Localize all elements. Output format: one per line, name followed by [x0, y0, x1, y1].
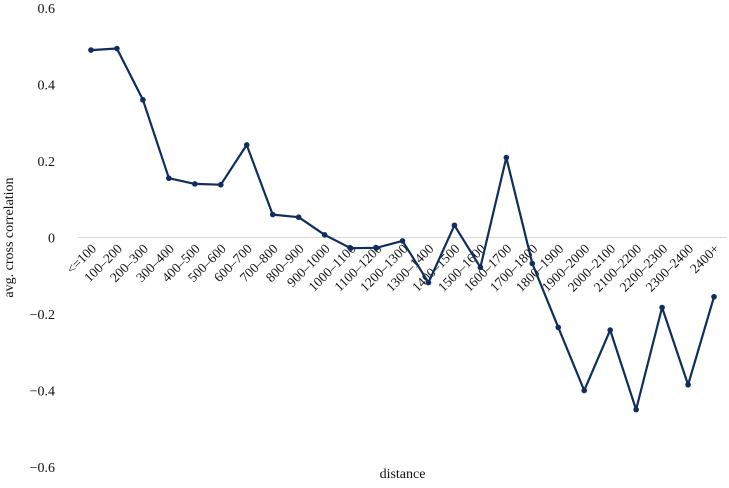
y-axis-ticks: 0.6 0.4 0.2 0 −0.2 −0.4 −0.6: [30, 2, 55, 476]
data-point: [451, 222, 458, 229]
x-tick-label: 2400+: [687, 241, 722, 276]
y-tick-label: 0: [48, 232, 55, 247]
data-point: [269, 211, 276, 218]
data-point: [321, 232, 328, 238]
data-point: [633, 406, 639, 413]
data-point: [88, 47, 94, 53]
y-tick-label: 0.6: [38, 2, 56, 17]
data-point: [373, 245, 380, 251]
x-axis-title: distance: [380, 467, 426, 482]
data-point: [295, 214, 302, 221]
series-points: [88, 45, 717, 413]
x-axis-category-labels: <=100100–200200–300300–400400–500500–600…: [63, 241, 722, 295]
data-point: [425, 279, 432, 286]
data-point: [243, 142, 250, 148]
data-point: [477, 264, 484, 271]
data-point: [659, 304, 665, 311]
data-point: [140, 97, 146, 103]
y-axis-title: avg. cross correlation: [2, 177, 17, 297]
data-point: [347, 245, 354, 252]
y-tick-label: 0.4: [38, 79, 56, 94]
data-point: [399, 238, 406, 244]
y-tick-label: −0.6: [30, 461, 55, 476]
data-point: [529, 260, 536, 267]
y-tick-label: 0.2: [38, 155, 56, 170]
y-tick-label: −0.4: [30, 385, 55, 400]
data-point: [503, 154, 510, 161]
series-line: [90, 47, 716, 411]
data-point: [685, 381, 691, 388]
data-point: [114, 45, 120, 52]
data-point: [711, 293, 717, 300]
y-tick-label: −0.2: [30, 308, 55, 323]
data-point: [217, 181, 224, 188]
data-point: [192, 181, 198, 187]
data-point: [581, 387, 588, 394]
data-point: [166, 175, 172, 182]
data-point: [555, 324, 562, 331]
data-point: [607, 327, 613, 333]
